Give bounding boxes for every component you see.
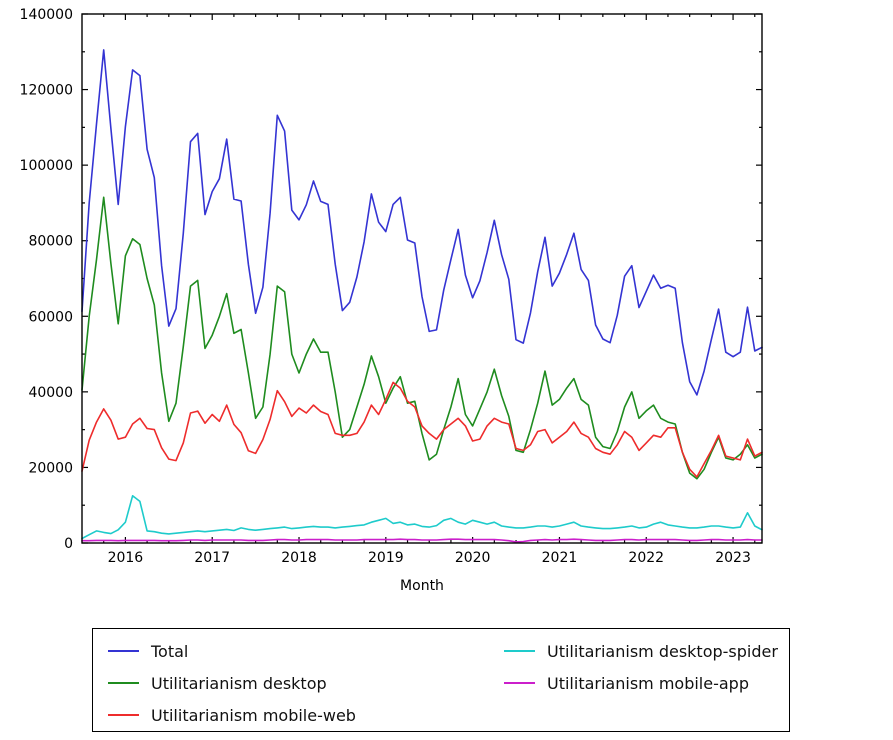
legend-line-mobile-app: [504, 682, 535, 684]
legend-label-mobile-web: Utilitarianism mobile-web: [151, 705, 356, 725]
x-axis-title: Month: [400, 578, 444, 594]
y-tick-label: 40000: [28, 385, 73, 401]
legend-line-desktop: [108, 682, 139, 684]
series-line-desktop: [81, 196, 763, 480]
x-tick-label: 2022: [628, 550, 664, 566]
series-line-total: [81, 49, 763, 396]
legend-item-mobile-web: Utilitarianism mobile-web: [108, 704, 504, 726]
y-tick-label: 20000: [28, 460, 73, 476]
y-tick-label: 100000: [20, 158, 73, 174]
x-tick-label: 2019: [368, 550, 404, 566]
legend-item-desktop: Utilitarianism desktop: [108, 672, 504, 694]
line-chart: 2016 2017 2018 2019 2020 2021 2022 2023 0 20000 40…: [20, 7, 763, 594]
plot-frame: [81, 13, 763, 544]
legend-column-2: Utilitarianism desktop-spider Utilitaria…: [504, 640, 778, 731]
legend-label-desktop-spider: Utilitarianism desktop-spider: [547, 641, 778, 661]
x-tick-label: 2018: [281, 550, 317, 566]
legend-item-total: Total: [108, 640, 504, 662]
legend-line-desktop-spider: [504, 650, 535, 652]
legend-item-desktop-spider: Utilitarianism desktop-spider: [504, 640, 778, 662]
chart-legend: Total Utilitarianism desktop Utilitarian…: [92, 628, 790, 732]
y-tick-label: 80000: [28, 234, 73, 250]
x-tick-label: 2021: [542, 550, 578, 566]
legend-line-total: [108, 650, 139, 652]
x-tick-label: 2020: [455, 550, 491, 566]
legend-item-mobile-app: Utilitarianism mobile-app: [504, 672, 778, 694]
series-line-mobile-app: [81, 538, 763, 543]
x-tick-label: 2023: [715, 550, 751, 566]
legend-column-1: Total Utilitarianism desktop Utilitarian…: [108, 640, 504, 731]
y-tick-label: 0: [64, 536, 73, 552]
series-line-desktop-spider: [81, 494, 763, 540]
x-tick-label: 2017: [194, 550, 230, 566]
y-tick-label: 120000: [20, 83, 73, 99]
legend-label-total: Total: [151, 641, 189, 661]
series-line-mobile-web: [81, 381, 763, 478]
legend-line-mobile-web: [108, 714, 139, 716]
y-tick-label: 60000: [28, 309, 73, 325]
x-tick-label: 2016: [108, 550, 144, 566]
legend-label-mobile-app: Utilitarianism mobile-app: [547, 673, 749, 693]
legend-label-desktop: Utilitarianism desktop: [151, 673, 327, 693]
y-tick-label: 140000: [20, 7, 73, 23]
